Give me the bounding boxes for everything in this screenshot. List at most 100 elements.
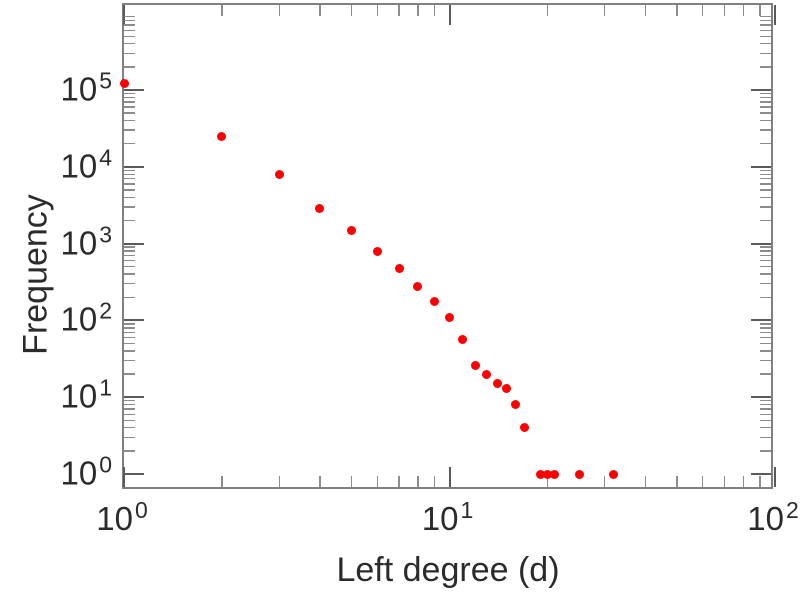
minor-tick-top	[742, 5, 745, 16]
minor-tick-right	[760, 112, 771, 114]
data-point	[549, 469, 559, 479]
minor-tick-top	[398, 5, 400, 16]
major-tick-right	[751, 165, 771, 168]
major-tick-left	[124, 165, 144, 168]
minor-tick-right	[760, 106, 771, 108]
data-point	[535, 469, 545, 479]
minor-tick-right	[760, 342, 771, 345]
minor-tick-top	[376, 5, 378, 16]
y-tick-label-4: 104	[60, 144, 112, 185]
minor-tick-right	[760, 283, 771, 285]
y-tick-label-2: 102	[60, 297, 112, 338]
minor-tick-left	[124, 92, 135, 95]
minor-tick-bottom	[676, 476, 678, 487]
minor-tick-left	[124, 96, 135, 99]
minor-tick-right	[760, 119, 771, 122]
minor-tick-right	[760, 129, 771, 131]
minor-tick-bottom	[376, 476, 378, 487]
minor-tick-right	[760, 427, 771, 429]
minor-tick-right	[760, 254, 771, 257]
minor-tick-left	[124, 19, 135, 22]
x-tick-label-2: 102	[747, 497, 799, 537]
minor-tick-right	[760, 52, 771, 55]
plot-area	[119, 3, 776, 489]
data-point	[372, 246, 382, 256]
minor-tick-right	[760, 169, 771, 171]
minor-tick-left	[124, 427, 135, 429]
minor-tick-top	[702, 5, 704, 16]
minor-tick-bottom	[759, 476, 761, 487]
minor-tick-right	[760, 273, 771, 275]
major-tick-top	[123, 5, 125, 25]
data-point	[502, 383, 512, 393]
minor-tick-right	[760, 101, 771, 103]
minor-tick-left	[124, 359, 135, 362]
minor-tick-top	[319, 5, 321, 16]
minor-tick-bottom	[278, 476, 280, 487]
data-point	[470, 360, 480, 370]
minor-tick-right	[760, 450, 771, 452]
minor-tick-bottom	[604, 476, 606, 487]
minor-tick-left	[124, 296, 135, 298]
data-point	[217, 131, 227, 141]
minor-tick-left	[124, 35, 135, 37]
minor-tick-left	[124, 206, 135, 208]
major-tick-right	[751, 89, 771, 91]
minor-tick-right	[760, 266, 771, 268]
minor-tick-top	[546, 5, 549, 16]
minor-tick-bottom	[433, 476, 436, 487]
minor-tick-bottom	[221, 476, 223, 487]
major-tick-top	[774, 5, 776, 25]
minor-tick-left	[124, 119, 135, 122]
major-tick-bottom	[448, 467, 451, 487]
minor-tick-left	[124, 342, 135, 345]
x-axis-label: Left degree (d)	[336, 551, 560, 589]
minor-tick-right	[760, 336, 771, 339]
minor-tick-right	[760, 189, 771, 191]
minor-tick-right	[760, 183, 771, 185]
minor-tick-right	[760, 327, 771, 329]
data-point	[445, 312, 454, 322]
minor-tick-right	[760, 66, 771, 68]
y-axis-label: Frequency	[16, 194, 55, 355]
minor-tick-right	[760, 373, 771, 375]
minor-tick-left	[124, 450, 135, 452]
minor-tick-left	[124, 177, 135, 180]
minor-tick-right	[760, 96, 771, 99]
minor-tick-left	[124, 246, 135, 248]
major-tick-right	[751, 473, 771, 475]
minor-tick-left	[124, 419, 135, 421]
minor-tick-right	[760, 419, 771, 421]
major-tick-left	[124, 89, 144, 91]
minor-tick-top	[433, 5, 436, 16]
data-point	[394, 264, 404, 274]
minor-tick-left	[124, 219, 135, 222]
minor-tick-left	[124, 323, 135, 325]
minor-tick-left	[124, 106, 135, 108]
minor-tick-right	[760, 359, 771, 362]
major-tick-left	[124, 473, 144, 475]
data-point	[482, 369, 492, 379]
minor-tick-bottom	[417, 476, 419, 487]
minor-tick-left	[124, 350, 135, 352]
data-point	[458, 334, 468, 344]
minor-tick-top	[676, 5, 678, 16]
data-point	[542, 469, 552, 479]
y-tick-label-0: 100	[60, 451, 112, 492]
data-point	[574, 469, 584, 479]
minor-tick-right	[760, 173, 771, 175]
data-point	[315, 203, 325, 213]
minor-tick-left	[124, 436, 135, 439]
minor-tick-bottom	[702, 476, 704, 487]
data-point	[274, 169, 284, 179]
minor-tick-left	[124, 336, 135, 339]
minor-tick-right	[760, 350, 771, 352]
y-tick-label-3: 103	[60, 221, 112, 262]
y-tick-label-5: 105	[60, 67, 112, 108]
minor-tick-left	[124, 173, 135, 175]
data-point	[492, 379, 502, 389]
minor-tick-right	[760, 400, 771, 402]
minor-tick-right	[760, 436, 771, 439]
minor-tick-right	[760, 296, 771, 298]
